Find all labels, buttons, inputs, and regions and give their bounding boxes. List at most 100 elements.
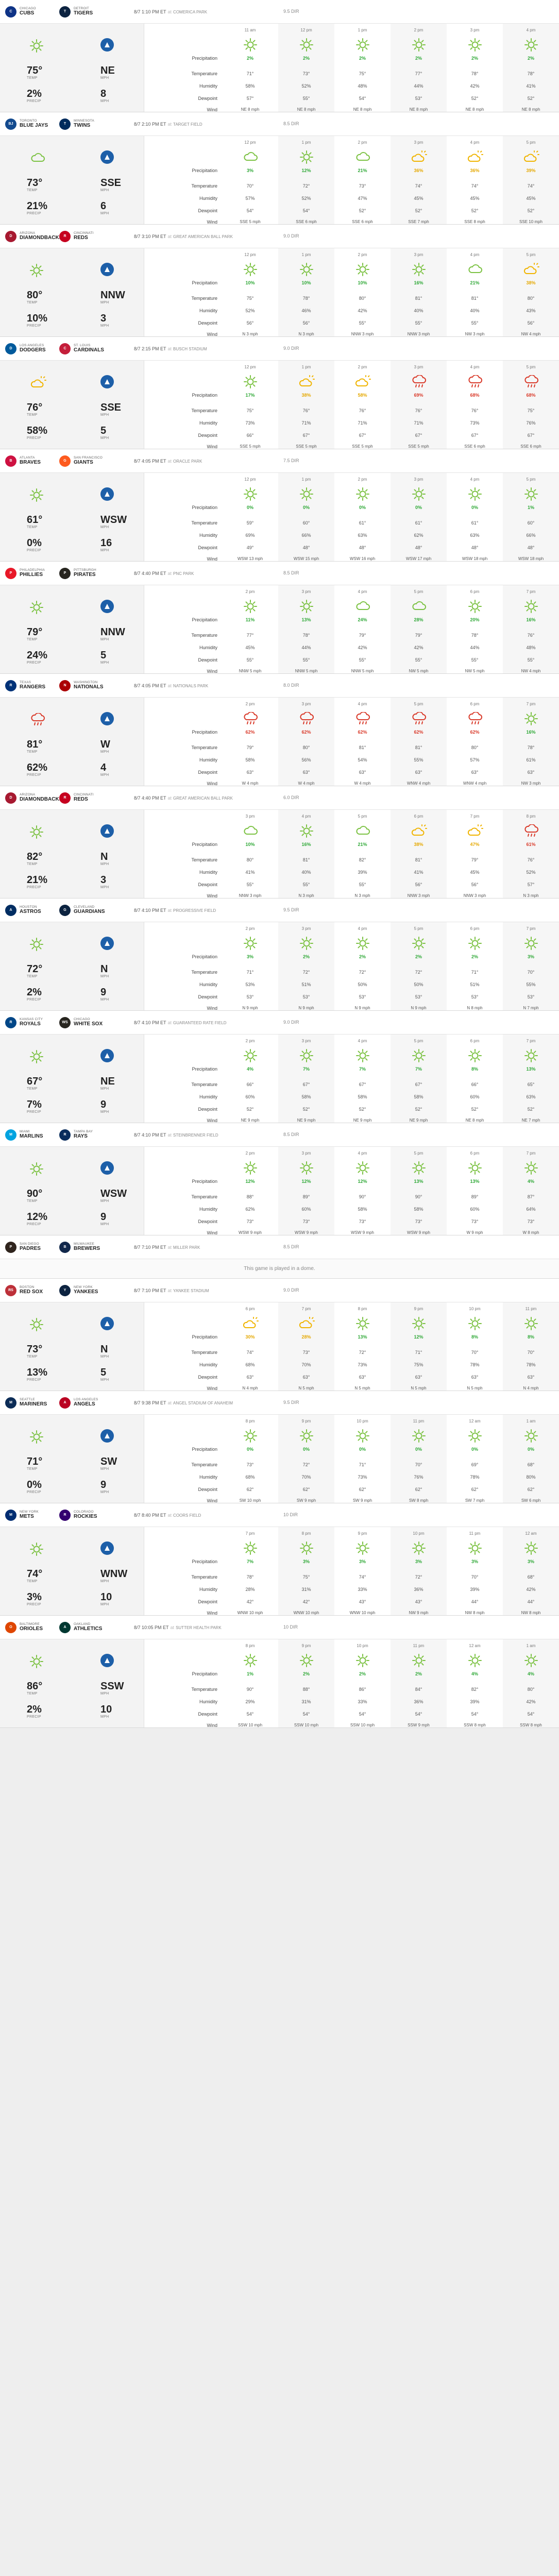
hour-dewpoint: 62° — [359, 1487, 366, 1492]
team-city: New York — [20, 1510, 39, 1514]
hour-temp: 82° — [471, 1687, 479, 1692]
game-card[interactable]: B Atlanta Braves G San Francisco Giants 8/7 4:… — [0, 449, 559, 562]
team-away[interactable]: M Miami Marlins — [5, 1129, 59, 1141]
game-card[interactable]: P Philadelphia Phillies P Pittsburgh Pirates 8… — [0, 562, 559, 674]
game-card[interactable]: D Arizona Diamondbacks R Cincinnati Reds 8/7 4… — [0, 786, 559, 899]
game-card[interactable]: O Baltimore Orioles A Oakland Athletics 8/7 10… — [0, 1616, 559, 1728]
team-home[interactable]: G San Francisco Giants — [59, 455, 113, 467]
hour-temp: 74° — [359, 1574, 366, 1580]
cloud-icon — [447, 263, 503, 274]
game-time: 8/7 7:10 PM ET at Miller Park — [134, 1245, 200, 1250]
game-summary: 82° TEMP N MPH 21% PRECIP 3 MPH — [0, 810, 144, 898]
game-card[interactable]: BJ Toronto Blue Jays T Minnesota Twins 8/7 2:1… — [0, 112, 559, 225]
team-away[interactable]: P Philadelphia Phillies — [5, 567, 59, 579]
summary-wind-label: MPH — [100, 413, 109, 417]
hour-dewpoint: 62° — [415, 1487, 422, 1492]
hour-dewpoint: 54° — [302, 208, 310, 213]
row-label-precip: Precipitation — [192, 1066, 217, 1072]
sun-icon — [503, 1541, 559, 1555]
hour-humidity: 63% — [358, 533, 367, 538]
ballpark: Guaranteed Rate Field — [173, 1021, 227, 1025]
summary-temp: 90° — [27, 1188, 43, 1199]
hour-temp: 75° — [527, 408, 535, 413]
team-away[interactable]: D Arizona Diamondbacks — [5, 792, 62, 804]
team-away[interactable]: D Los Angeles Dodgers — [5, 343, 59, 354]
hour-humidity: 78% — [470, 1475, 480, 1480]
game-header: D Los Angeles Dodgers C St. Louis Cardinals 8/… — [0, 337, 559, 361]
team-away[interactable]: M Seattle Mariners — [5, 1397, 59, 1409]
hour-temp: 61° — [415, 520, 422, 526]
hour-humidity: 42% — [358, 308, 367, 313]
team-away[interactable]: RS Boston Red Sox — [5, 1284, 59, 1296]
team-home[interactable]: R Colorado Rockies — [59, 1509, 113, 1521]
hour-humidity: 29% — [245, 1699, 255, 1704]
hour-time: 3 pm — [301, 702, 311, 706]
summary-precip: 3% — [27, 1591, 42, 1603]
hour-humidity: 48% — [358, 83, 367, 89]
team-away[interactable]: P San Diego Padres — [5, 1241, 59, 1253]
team-away[interactable]: C Chicago Cubs — [5, 6, 59, 18]
hour-dewpoint: 56° — [246, 320, 254, 326]
hour-time: 2 pm — [358, 140, 367, 145]
ballpark: Oracle Park — [173, 459, 202, 464]
summary-wind: SSE — [100, 177, 122, 189]
team-away[interactable]: D Arizona Diamondbacks — [5, 230, 62, 242]
rain-icon — [222, 712, 278, 725]
game-summary: 61° TEMP WSW MPH 0% PRECIP 16 MPH — [0, 473, 144, 561]
hour-wind: N 5 mph — [411, 1386, 427, 1391]
game-card[interactable]: M Seattle Mariners A Los Angeles Angels 8/7 9:… — [0, 1391, 559, 1503]
team-away[interactable]: O Baltimore Orioles — [5, 1621, 59, 1633]
hour-temp: 88° — [246, 1194, 254, 1199]
team-home[interactable]: Y New York Yankees — [59, 1284, 113, 1296]
team-home[interactable]: A Oakland Athletics — [59, 1621, 113, 1633]
game-card[interactable]: M New York Mets R Colorado Rockies 8/7 8:40 PM… — [0, 1503, 559, 1616]
team-home[interactable]: WS Chicago White Sox — [59, 1016, 113, 1028]
hour-dewpoint: 53° — [359, 994, 366, 999]
team-home[interactable]: G Cleveland Guardians — [59, 904, 113, 916]
summary-temp: 72° — [27, 963, 43, 975]
hour-time: 4 pm — [301, 814, 311, 819]
team-city: Houston — [20, 905, 37, 909]
team-home[interactable]: N Washington Nationals — [59, 680, 113, 691]
row-label-precip: Precipitation — [192, 617, 217, 622]
game-card[interactable]: D Los Angeles Dodgers C St. Louis Cardinals 8/… — [0, 337, 559, 449]
game-card[interactable]: M Miami Marlins R Tampa Bay Rays 8/7 4:10 PM E… — [0, 1123, 559, 1235]
game-card[interactable]: R Kansas City Royals WS Chicago White Sox 8/7 … — [0, 1011, 559, 1123]
game-card[interactable]: C Chicago Cubs T Detroit Tigers 8/7 1:10 PM ET… — [0, 0, 559, 112]
hour-time: 2 pm — [245, 926, 255, 931]
team-home[interactable]: T Detroit Tigers — [59, 6, 113, 18]
team-logo: D — [5, 792, 16, 804]
hour-precip: 0% — [359, 1447, 366, 1452]
team-away[interactable]: B Atlanta Braves — [5, 455, 59, 467]
game-card[interactable]: R Texas Rangers N Washington Nationals 8/7 4:0… — [0, 674, 559, 786]
game-card[interactable]: RS Boston Red Sox Y New York Yankees 8/7 7:10 … — [0, 1279, 559, 1391]
team-away[interactable]: M New York Mets — [5, 1509, 59, 1521]
hour-dewpoint: 62° — [302, 1487, 310, 1492]
hour-wind: NNW 3 mph — [351, 332, 374, 336]
summary-wind-label: MPH — [100, 1467, 109, 1471]
hour-humidity: 73% — [358, 1362, 367, 1367]
game-card[interactable]: A Houston Astros G Cleveland Guardians 8/7 4:1… — [0, 899, 559, 1011]
team-home[interactable]: B Milwaukee Brewers — [59, 1241, 113, 1253]
team-home[interactable]: A Los Angeles Angels — [59, 1397, 113, 1409]
team-home[interactable]: P Pittsburgh Pirates — [59, 567, 113, 579]
team-home[interactable]: C St. Louis Cardinals — [59, 343, 113, 354]
row-label-humid: Humidity — [199, 308, 217, 313]
game-card[interactable]: P San Diego Padres B Milwaukee Brewers 8/7 7:1… — [0, 1235, 559, 1279]
hour-humidity: 45% — [245, 645, 255, 650]
game-card[interactable]: D Arizona Diamondbacks R Cincinnati Reds 8/7 3… — [0, 225, 559, 337]
row-label-dew: Dewpoint — [198, 1219, 217, 1224]
hour-temp: 68° — [527, 1574, 535, 1580]
team-home[interactable]: R Tampa Bay Rays — [59, 1129, 113, 1141]
team-home[interactable]: T Minnesota Twins — [59, 118, 113, 130]
team-home[interactable]: R Cincinnati Reds — [59, 792, 113, 804]
team-away[interactable]: R Texas Rangers — [5, 680, 59, 691]
team-away[interactable]: BJ Toronto Blue Jays — [5, 118, 59, 130]
hour-precip: 13% — [526, 1066, 536, 1072]
team-away[interactable]: R Kansas City Royals — [5, 1016, 59, 1028]
team-away[interactable]: A Houston Astros — [5, 904, 59, 916]
team-home[interactable]: R Cincinnati Reds — [59, 230, 113, 242]
wind-direction-icon — [100, 1049, 114, 1062]
hour-dewpoint: 66° — [246, 433, 254, 438]
hour-dewpoint: 55° — [415, 657, 422, 663]
